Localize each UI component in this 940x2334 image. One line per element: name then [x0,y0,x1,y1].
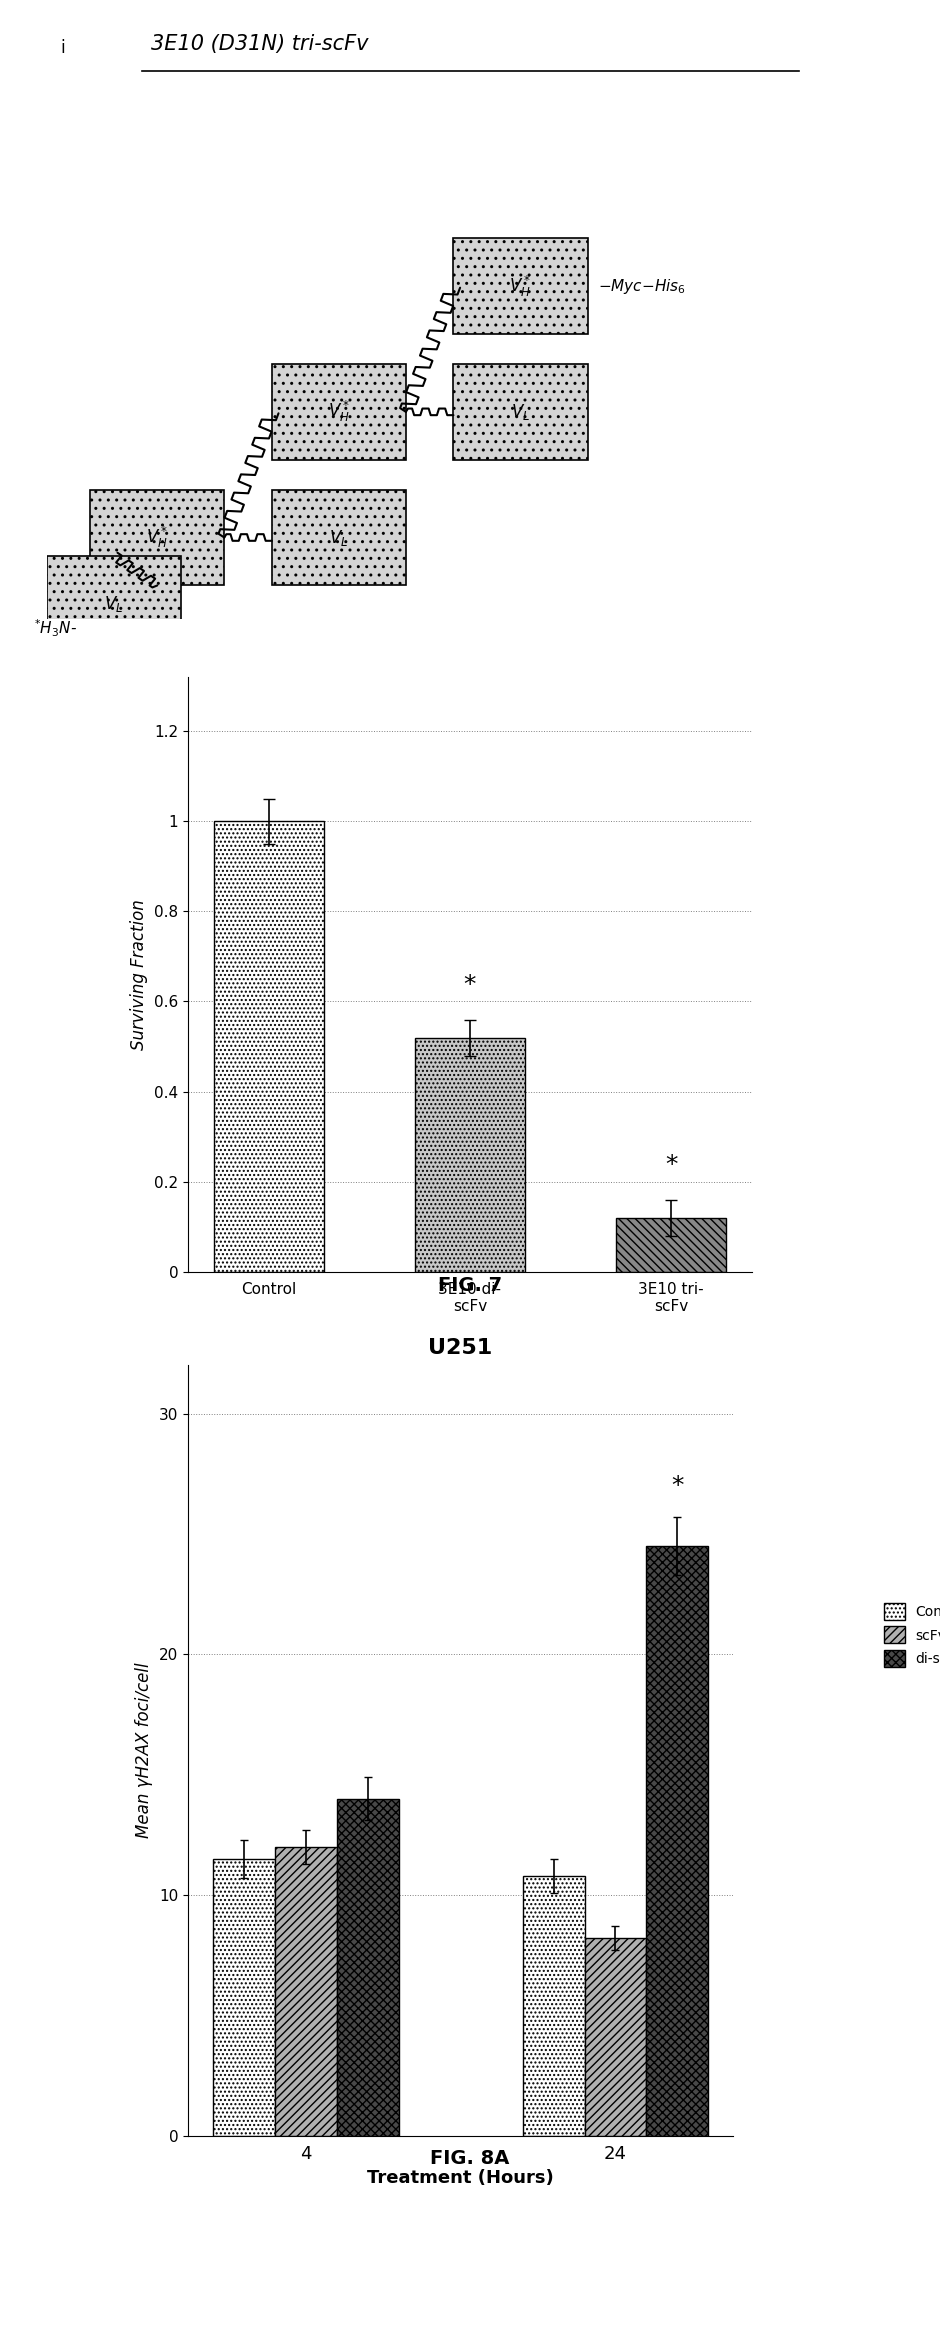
Bar [453,238,588,334]
Text: $V_L$: $V_L$ [511,401,530,422]
Text: 3E10 (D31N) tri-scFv: 3E10 (D31N) tri-scFv [150,33,368,54]
Text: $V_L$: $V_L$ [329,527,349,548]
Bar [585,1937,647,2136]
Bar [647,1545,709,2136]
Text: $V_H^*$: $V_H^*$ [509,273,532,299]
Text: $V_L$: $V_L$ [104,593,123,614]
Y-axis label: Mean γH2AX foci/cell: Mean γH2AX foci/cell [135,1662,153,1839]
Bar [274,1846,337,2136]
Text: *: * [463,973,477,997]
Text: $V_H^*$: $V_H^*$ [146,525,168,551]
Text: $-Myc\mathrm{-}His_6$: $-Myc\mathrm{-}His_6$ [598,278,686,296]
Bar [90,490,225,586]
Bar [47,555,181,651]
Text: FIG. 6: FIG. 6 [447,682,511,700]
Bar [272,490,406,586]
Text: *: * [671,1473,683,1498]
Y-axis label: Surviving Fraction: Surviving Fraction [131,899,149,1050]
Bar [272,364,406,460]
Text: $V_H^*$: $V_H^*$ [328,399,350,425]
Bar [213,822,324,1272]
Bar [616,1218,727,1272]
Legend: Control, scFv, di-scFv: Control, scFv, di-scFv [878,1596,940,1673]
Bar [523,1877,585,2136]
Title: U251: U251 [429,1337,493,1358]
X-axis label: Treatment (Hours): Treatment (Hours) [368,2168,554,2187]
Bar [212,1858,274,2136]
Text: i: i [60,40,65,56]
Bar [453,364,588,460]
Text: *: * [665,1153,677,1176]
Text: FIG. 7: FIG. 7 [438,1277,502,1295]
Bar [337,1800,399,2136]
Text: FIG. 8A: FIG. 8A [431,2150,509,2168]
Bar [415,1039,525,1272]
Text: $^{*}H_3N$-: $^{*}H_3N$- [34,619,77,640]
